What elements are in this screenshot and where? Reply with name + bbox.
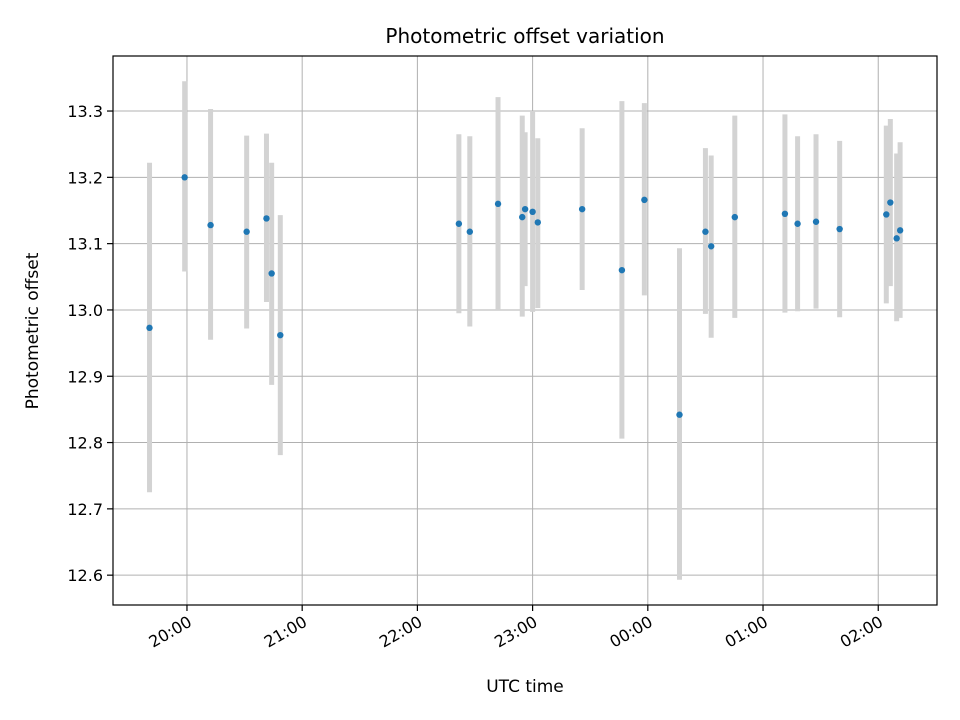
plot-frame	[112, 55, 938, 606]
data-point	[268, 270, 275, 277]
data-point	[521, 205, 529, 213]
data-point	[707, 243, 715, 250]
data-point	[529, 208, 536, 216]
data-point	[887, 199, 894, 206]
chart-title: Photometric offset variation	[385, 24, 664, 48]
y-axis-ticks: 12.6 12.7 12.8 12.9 13.0 13.1 13.2 13.3	[67, 102, 113, 585]
data-point	[181, 174, 188, 181]
y-axis-title: Photometric offset	[23, 252, 43, 409]
y-tick-label: 12.8	[67, 434, 103, 453]
data-point	[794, 220, 801, 227]
data-point	[893, 235, 900, 242]
data-point	[519, 213, 526, 221]
data-point	[781, 210, 789, 218]
data-point	[618, 266, 626, 274]
y-tick-label: 12.6	[67, 566, 103, 585]
y-tick-label: 12.7	[67, 500, 103, 519]
data-point	[263, 215, 270, 222]
y-tick-label: 13.1	[67, 235, 103, 254]
data-point	[146, 324, 153, 332]
y-tick-label: 13.3	[67, 102, 103, 121]
data-point	[243, 228, 250, 235]
data-point	[812, 218, 820, 225]
y-tick-label: 12.9	[67, 367, 103, 386]
y-tick-label: 13.2	[67, 168, 103, 187]
data-points	[146, 174, 904, 418]
data-point	[836, 225, 843, 233]
data-point	[534, 219, 541, 226]
y-tick-label: 13.0	[67, 301, 103, 320]
data-point	[277, 331, 284, 339]
data-point	[466, 228, 474, 235]
data-point	[641, 196, 648, 204]
data-point	[883, 211, 890, 218]
data-point	[702, 228, 709, 235]
x-axis-title: UTC time	[486, 677, 564, 697]
data-point	[896, 227, 904, 234]
data-point	[494, 200, 502, 208]
data-point	[207, 221, 214, 229]
data-point	[731, 213, 739, 221]
data-point	[676, 411, 683, 418]
data-point	[578, 205, 586, 213]
data-point	[455, 220, 463, 227]
